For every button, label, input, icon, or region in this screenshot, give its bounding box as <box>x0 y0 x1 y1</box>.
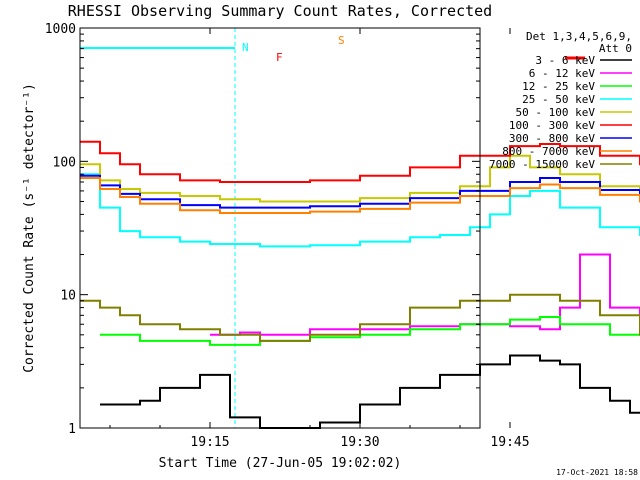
plot-area: N S F <box>80 28 640 429</box>
y-tick-label: 100 <box>53 155 76 170</box>
x-tick-label: 19:45 <box>490 435 529 450</box>
x-axis-label: Start Time (27-Jun-05 19:02:02) <box>159 456 402 471</box>
series-line-0 <box>100 354 640 429</box>
annotation-f: F <box>276 51 283 64</box>
series-line-2 <box>100 316 640 346</box>
series-line-5 <box>80 140 640 183</box>
legend-label-8: 7000 - 15000 keV <box>489 158 595 171</box>
legend-label-6: 300 - 800 keV <box>509 132 595 145</box>
y-axis-label: Corrected Count Rate (s⁻¹ detector⁻¹) <box>22 83 37 373</box>
y-ticks: 1 10 100 1000 <box>45 22 480 437</box>
series-line-8 <box>80 293 640 342</box>
legend-label-5: 100 - 300 keV <box>509 119 595 132</box>
legend-label-7: 800 - 7000 keV <box>502 145 595 158</box>
series-line-1 <box>210 253 640 336</box>
annotation-s: S <box>338 34 345 47</box>
series-line-3 <box>80 173 640 248</box>
legend-label-1: 6 - 12 keV <box>529 67 596 80</box>
plot-frame <box>79 27 481 429</box>
annotation-n: N <box>242 41 249 54</box>
x-tick-label: 19:15 <box>190 435 229 450</box>
legend-header-1: Det 1,3,4,5,6,9, <box>526 30 632 43</box>
y-tick-label: 1000 <box>45 22 76 37</box>
chart-title: RHESSI Observing Summary Count Rates, Co… <box>68 2 492 20</box>
series-line-4 <box>80 154 640 203</box>
legend-label-4: 50 - 100 keV <box>516 106 596 119</box>
y-tick-label: 1 <box>68 422 76 437</box>
legend-header-2: Att 0 <box>599 42 632 55</box>
y-tick-label: 10 <box>60 289 76 304</box>
x-tick-label: 19:30 <box>340 435 379 450</box>
series-line-7 <box>80 177 640 214</box>
legend-label-2: 12 - 25 keV <box>522 80 595 93</box>
legend-label-3: 25 - 50 keV <box>522 93 595 106</box>
footer-date: 17-Oct-2021 18:58 <box>556 468 638 477</box>
legend-label-0: 3 - 6 keV <box>535 54 595 67</box>
